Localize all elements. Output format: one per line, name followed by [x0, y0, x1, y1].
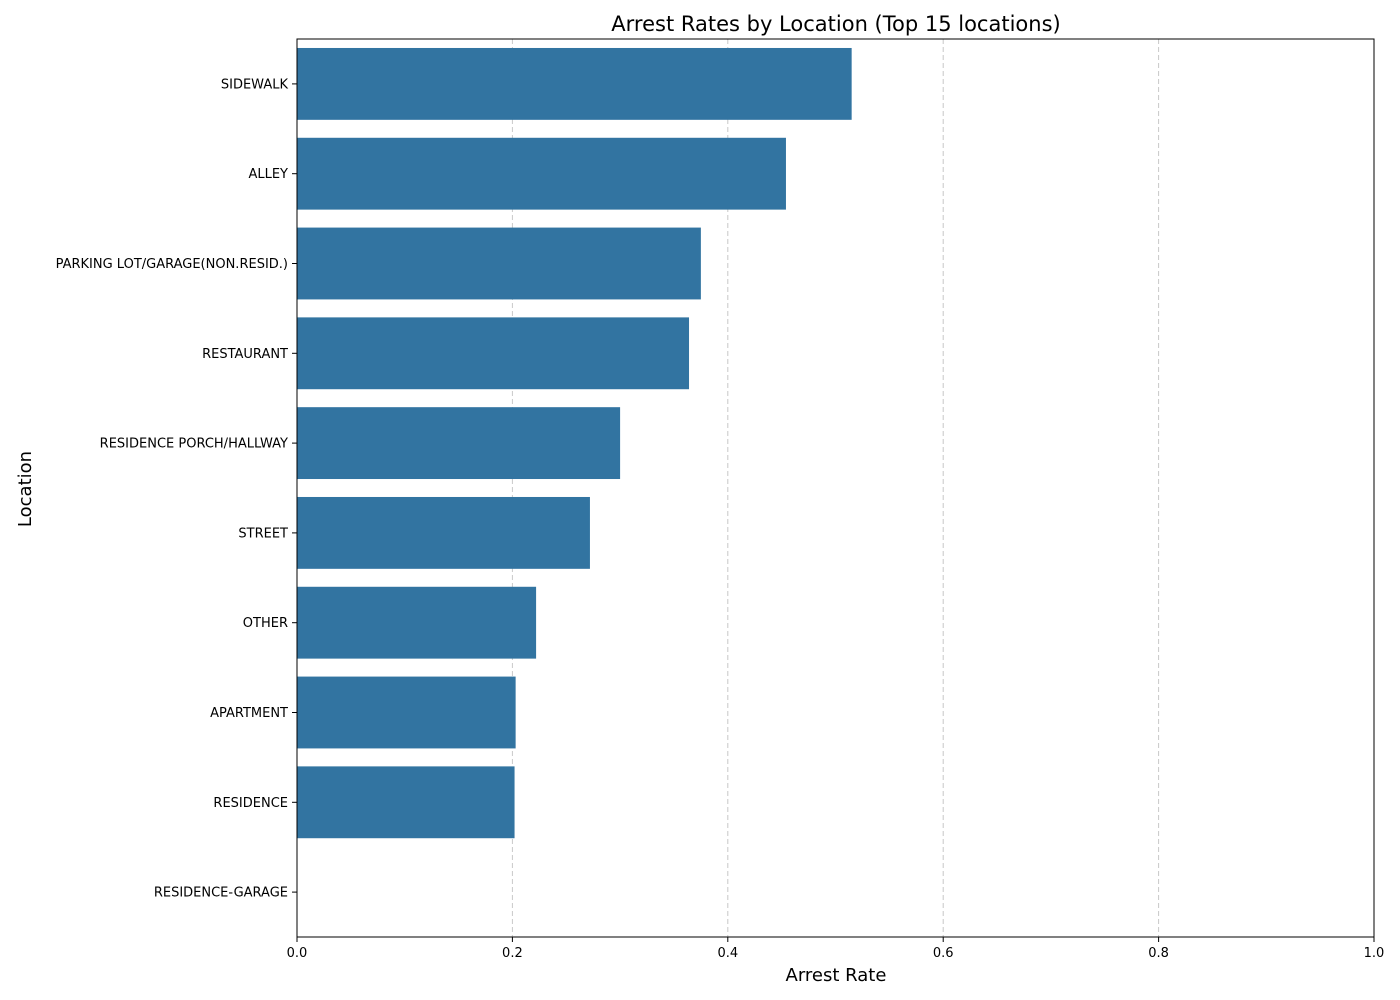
y-axis-title: Location	[15, 451, 36, 527]
y-tick-label: RESIDENCE PORCH/HALLWAY	[100, 437, 288, 452]
y-tick-label: STREET	[238, 526, 288, 541]
x-axis-title: Arrest Rate	[786, 965, 887, 986]
x-axis: 0.0 0.2 0.4 0.6 0.8 1.0	[287, 937, 1385, 961]
x-tick-label: 0.0	[287, 946, 308, 961]
y-tick-label: RESIDENCE-GARAGE	[154, 886, 288, 901]
y-tick-label: APARTMENT	[210, 706, 288, 721]
bar	[297, 317, 690, 390]
plot-frame	[296, 38, 1375, 938]
x-tick-label: 1.0	[1364, 946, 1385, 961]
bar	[297, 137, 786, 210]
y-tick-label: ALLEY	[248, 167, 288, 182]
y-tick-label: RESTAURANT	[202, 347, 288, 362]
bar	[297, 496, 590, 569]
x-tick-label: 0.8	[1148, 946, 1169, 961]
x-tick-label: 0.4	[717, 946, 738, 961]
y-tick-label: RESIDENCE	[213, 796, 288, 811]
x-tick-label: 0.6	[933, 946, 954, 961]
x-tick-label: 0.2	[502, 946, 523, 961]
y-tick-label: SIDEWALK	[221, 77, 289, 92]
bar	[297, 586, 537, 659]
y-axis: SIDEWALK ALLEY PARKING LOT/GARAGE(NON.RESI…	[56, 77, 297, 901]
chart-title: Arrest Rates by Location (Top 15 locatio…	[611, 12, 1060, 36]
bar	[297, 227, 701, 300]
y-tick-label: OTHER	[243, 616, 288, 631]
bar	[297, 766, 515, 839]
bar	[297, 47, 852, 120]
bar	[297, 676, 516, 749]
bar	[297, 407, 621, 480]
bars	[297, 47, 852, 839]
y-tick-label: PARKING LOT/GARAGE(NON.RESID.)	[56, 257, 288, 272]
